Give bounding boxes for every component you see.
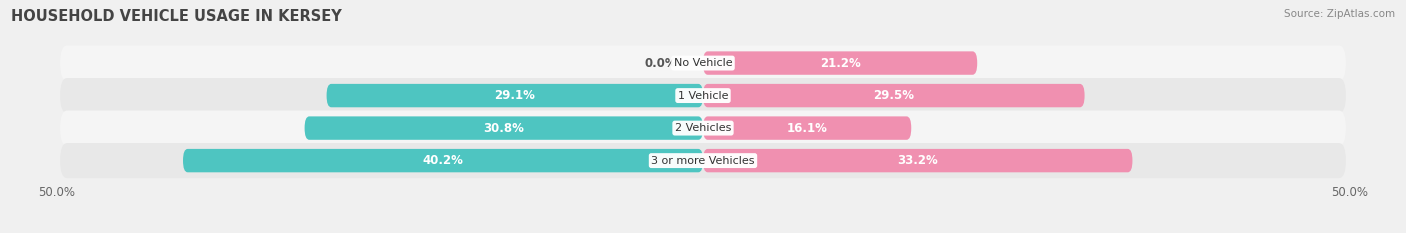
FancyBboxPatch shape [703, 51, 977, 75]
Text: 0.0%: 0.0% [644, 57, 678, 70]
Text: 3 or more Vehicles: 3 or more Vehicles [651, 156, 755, 166]
Text: 16.1%: 16.1% [787, 122, 828, 135]
Text: HOUSEHOLD VEHICLE USAGE IN KERSEY: HOUSEHOLD VEHICLE USAGE IN KERSEY [11, 9, 342, 24]
FancyBboxPatch shape [326, 84, 703, 107]
Text: 1 Vehicle: 1 Vehicle [678, 91, 728, 101]
FancyBboxPatch shape [703, 84, 1084, 107]
Text: 21.2%: 21.2% [820, 57, 860, 70]
Text: 40.2%: 40.2% [423, 154, 464, 167]
FancyBboxPatch shape [60, 45, 1346, 81]
FancyBboxPatch shape [60, 143, 1346, 178]
Text: 30.8%: 30.8% [484, 122, 524, 135]
FancyBboxPatch shape [183, 149, 703, 172]
Text: No Vehicle: No Vehicle [673, 58, 733, 68]
FancyBboxPatch shape [60, 78, 1346, 113]
Text: 2 Vehicles: 2 Vehicles [675, 123, 731, 133]
FancyBboxPatch shape [305, 116, 703, 140]
Text: Source: ZipAtlas.com: Source: ZipAtlas.com [1284, 9, 1395, 19]
Text: 33.2%: 33.2% [897, 154, 938, 167]
Text: 29.5%: 29.5% [873, 89, 914, 102]
Text: 29.1%: 29.1% [495, 89, 536, 102]
FancyBboxPatch shape [60, 110, 1346, 146]
FancyBboxPatch shape [703, 149, 1132, 172]
FancyBboxPatch shape [703, 116, 911, 140]
